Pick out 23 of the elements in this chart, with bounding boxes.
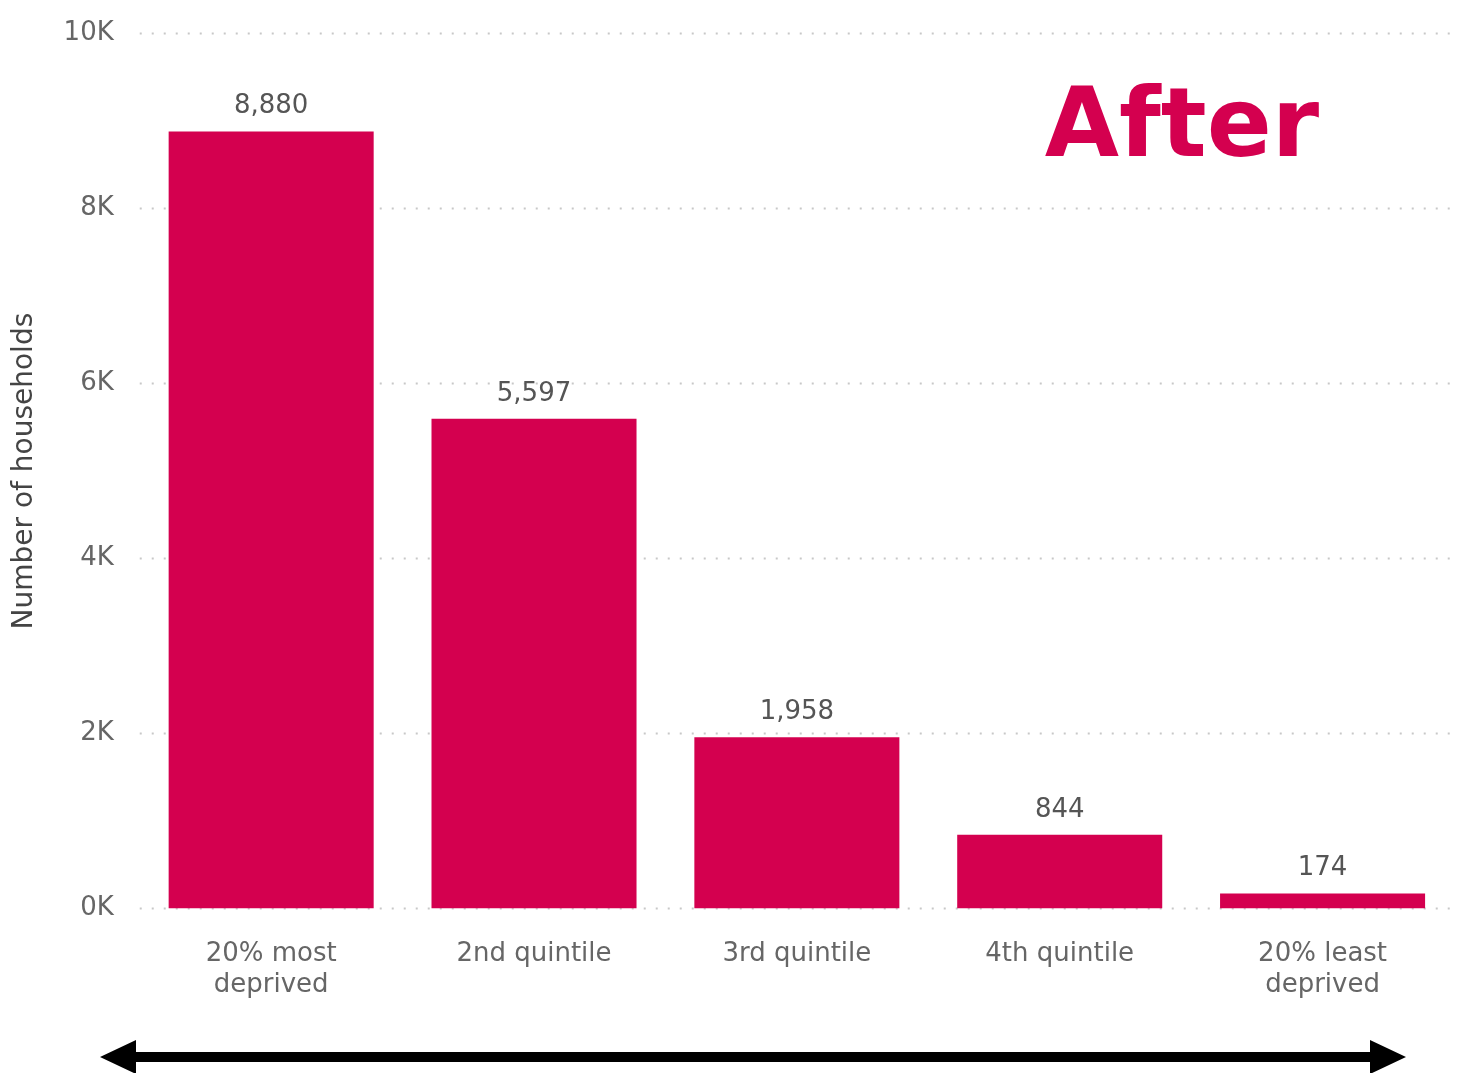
y-axis-title: Number of households xyxy=(6,312,40,630)
x-tick-label: 3rd quintile xyxy=(722,936,872,967)
y-tick-label: 2K xyxy=(80,716,115,747)
x-tick-label: 20% least deprived xyxy=(1258,936,1388,999)
bar xyxy=(694,737,900,909)
data-label: 1,958 xyxy=(759,695,835,726)
y-tick-label: 8K xyxy=(80,191,115,222)
data-label: 5,597 xyxy=(496,376,572,407)
x-tick-label: 20% most deprived xyxy=(205,936,337,999)
y-tick-label: 10K xyxy=(63,16,115,47)
y-tick-label: 6K xyxy=(80,366,115,397)
x-tick-label: 2nd quintile xyxy=(456,936,612,967)
x-tick-label: 4th quintile xyxy=(985,936,1135,967)
data-label: 8,880 xyxy=(233,89,309,120)
y-tick-label: 0K xyxy=(80,891,115,922)
y-tick-label: 4K xyxy=(80,541,115,572)
bar xyxy=(1220,893,1426,909)
bar xyxy=(957,834,1163,909)
bar xyxy=(168,131,374,909)
data-label: 844 xyxy=(1034,792,1085,823)
chart-title: After xyxy=(1044,67,1320,179)
data-label: 174 xyxy=(1297,851,1348,882)
bar xyxy=(431,418,637,909)
